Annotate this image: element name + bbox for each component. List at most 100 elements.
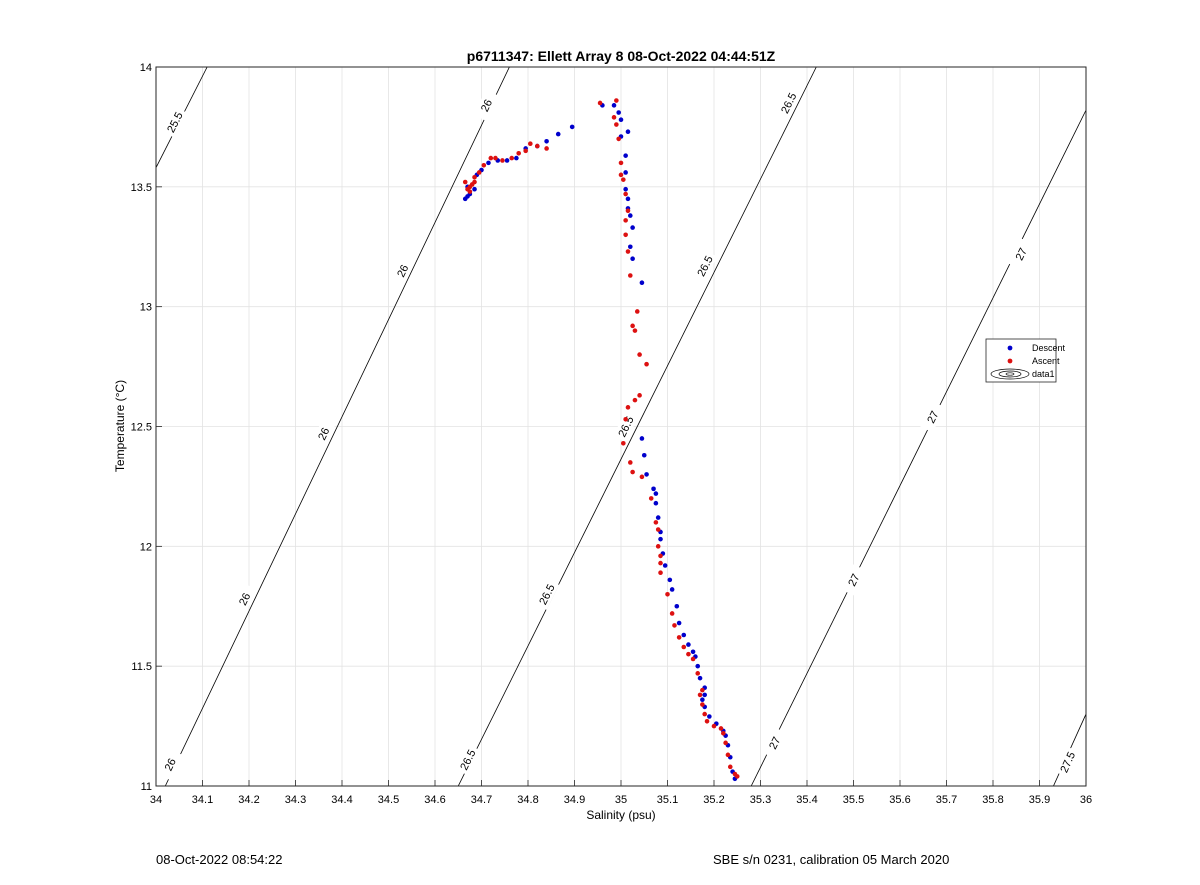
ascent-point [634, 309, 640, 314]
data-points [462, 98, 740, 782]
descent-point [641, 452, 647, 458]
x-tick-label: 34.4 [331, 794, 352, 806]
ascent-point [625, 249, 631, 254]
descent-point [658, 536, 663, 542]
contour-label: 26 [237, 591, 253, 607]
x-tick-label: 35.9 [1029, 794, 1050, 806]
x-tick-label: 35.6 [889, 794, 910, 806]
ascent-point [625, 405, 631, 410]
ascent-point [700, 687, 705, 693]
ascent-point [621, 177, 626, 182]
x-tick-label: 36 [1080, 794, 1092, 806]
legend[interactable]: Descent Ascent data1 [985, 338, 1066, 383]
descent-point [504, 158, 510, 163]
ascent-point [469, 182, 475, 187]
ascent-point [614, 122, 619, 127]
ascent-point [686, 651, 691, 657]
ascent-point [665, 591, 670, 597]
contour-line-27 [750, 109, 1086, 786]
ascent-point [623, 232, 628, 238]
ascent-point [695, 671, 701, 676]
ascent-point [658, 553, 663, 559]
x-tick-label: 34.1 [192, 794, 213, 806]
descent-point [690, 649, 696, 655]
ascent-point [628, 273, 633, 278]
ascent-point [681, 644, 687, 650]
x-tick-label: 34 [150, 794, 162, 806]
descent-point [655, 515, 661, 520]
ascent-point [655, 544, 661, 549]
ascent-point [625, 208, 631, 214]
descent-point [486, 160, 491, 166]
ascent-point [618, 172, 624, 178]
ascent-point [732, 771, 738, 777]
x-tick-label: 35.5 [843, 794, 864, 806]
ascent-point [481, 162, 487, 168]
descent-point [555, 131, 561, 137]
ascent-point [623, 417, 628, 422]
contour-label-bg [231, 583, 257, 615]
x-tick-label: 35 [615, 794, 627, 806]
contour-label-bg [473, 89, 499, 121]
descent-point [695, 663, 701, 669]
ascent-point [711, 723, 717, 729]
ascent-point [509, 155, 515, 161]
descent-point [611, 103, 617, 108]
ascent-point [690, 656, 696, 662]
contour-label-bg [390, 255, 415, 287]
x-tick-label: 34.5 [378, 794, 399, 806]
descent-point [630, 225, 635, 230]
y-tick-label: 13 [140, 302, 152, 314]
x-tick-label: 34.8 [517, 794, 538, 806]
ascent-point [544, 146, 549, 151]
contour-label: 26 [316, 426, 332, 442]
contour-label-bg [613, 410, 639, 443]
ascent-point [632, 397, 638, 403]
ascent-point [704, 718, 710, 724]
ascent-point [614, 98, 619, 103]
contour-label-bg [841, 564, 866, 596]
contour-label-bg [455, 743, 481, 776]
descent-point [686, 642, 691, 647]
ascent-point [637, 352, 642, 357]
legend-ascent-marker [1007, 358, 1013, 364]
contour-label-bg [775, 87, 801, 119]
ascent-point [639, 474, 645, 480]
y-axis-label: Temperature (°C) [113, 380, 127, 472]
y-tick-label: 11.5 [131, 661, 152, 673]
contour-label-bg [162, 106, 188, 138]
descent-point [462, 196, 468, 202]
descent-point [472, 186, 477, 192]
x-tick-label: 35.3 [750, 794, 771, 806]
ascent-point [632, 328, 638, 333]
ascent-point [658, 570, 663, 575]
descent-point [639, 436, 645, 441]
contour-label: 26 [163, 757, 179, 773]
legend-descent-label: Descent [1032, 343, 1066, 353]
descent-point [707, 714, 712, 719]
contour-label-bg [920, 401, 946, 433]
contour-label: 27 [846, 572, 862, 588]
x-tick-label: 35.2 [703, 794, 724, 806]
y-tick-label: 14 [140, 62, 152, 74]
descent-point [651, 486, 656, 492]
ascent-point [535, 143, 540, 149]
ascent-point [630, 469, 635, 475]
descent-point [644, 472, 649, 477]
legend-contour-icon [990, 368, 1030, 380]
ascent-point [523, 148, 528, 154]
ascent-point [528, 141, 533, 146]
contour-label-bg [1055, 746, 1080, 778]
ascent-point [723, 740, 728, 746]
ascent-point [628, 460, 633, 465]
contour-label-bg [1008, 238, 1034, 270]
descent-point [616, 110, 621, 115]
descent-point [674, 603, 680, 609]
contour-label-bg [534, 578, 560, 610]
descent-point [697, 675, 703, 681]
series-ascent [462, 98, 740, 779]
contour-label: 27 [925, 409, 941, 425]
contour-label: 26 [479, 98, 495, 114]
